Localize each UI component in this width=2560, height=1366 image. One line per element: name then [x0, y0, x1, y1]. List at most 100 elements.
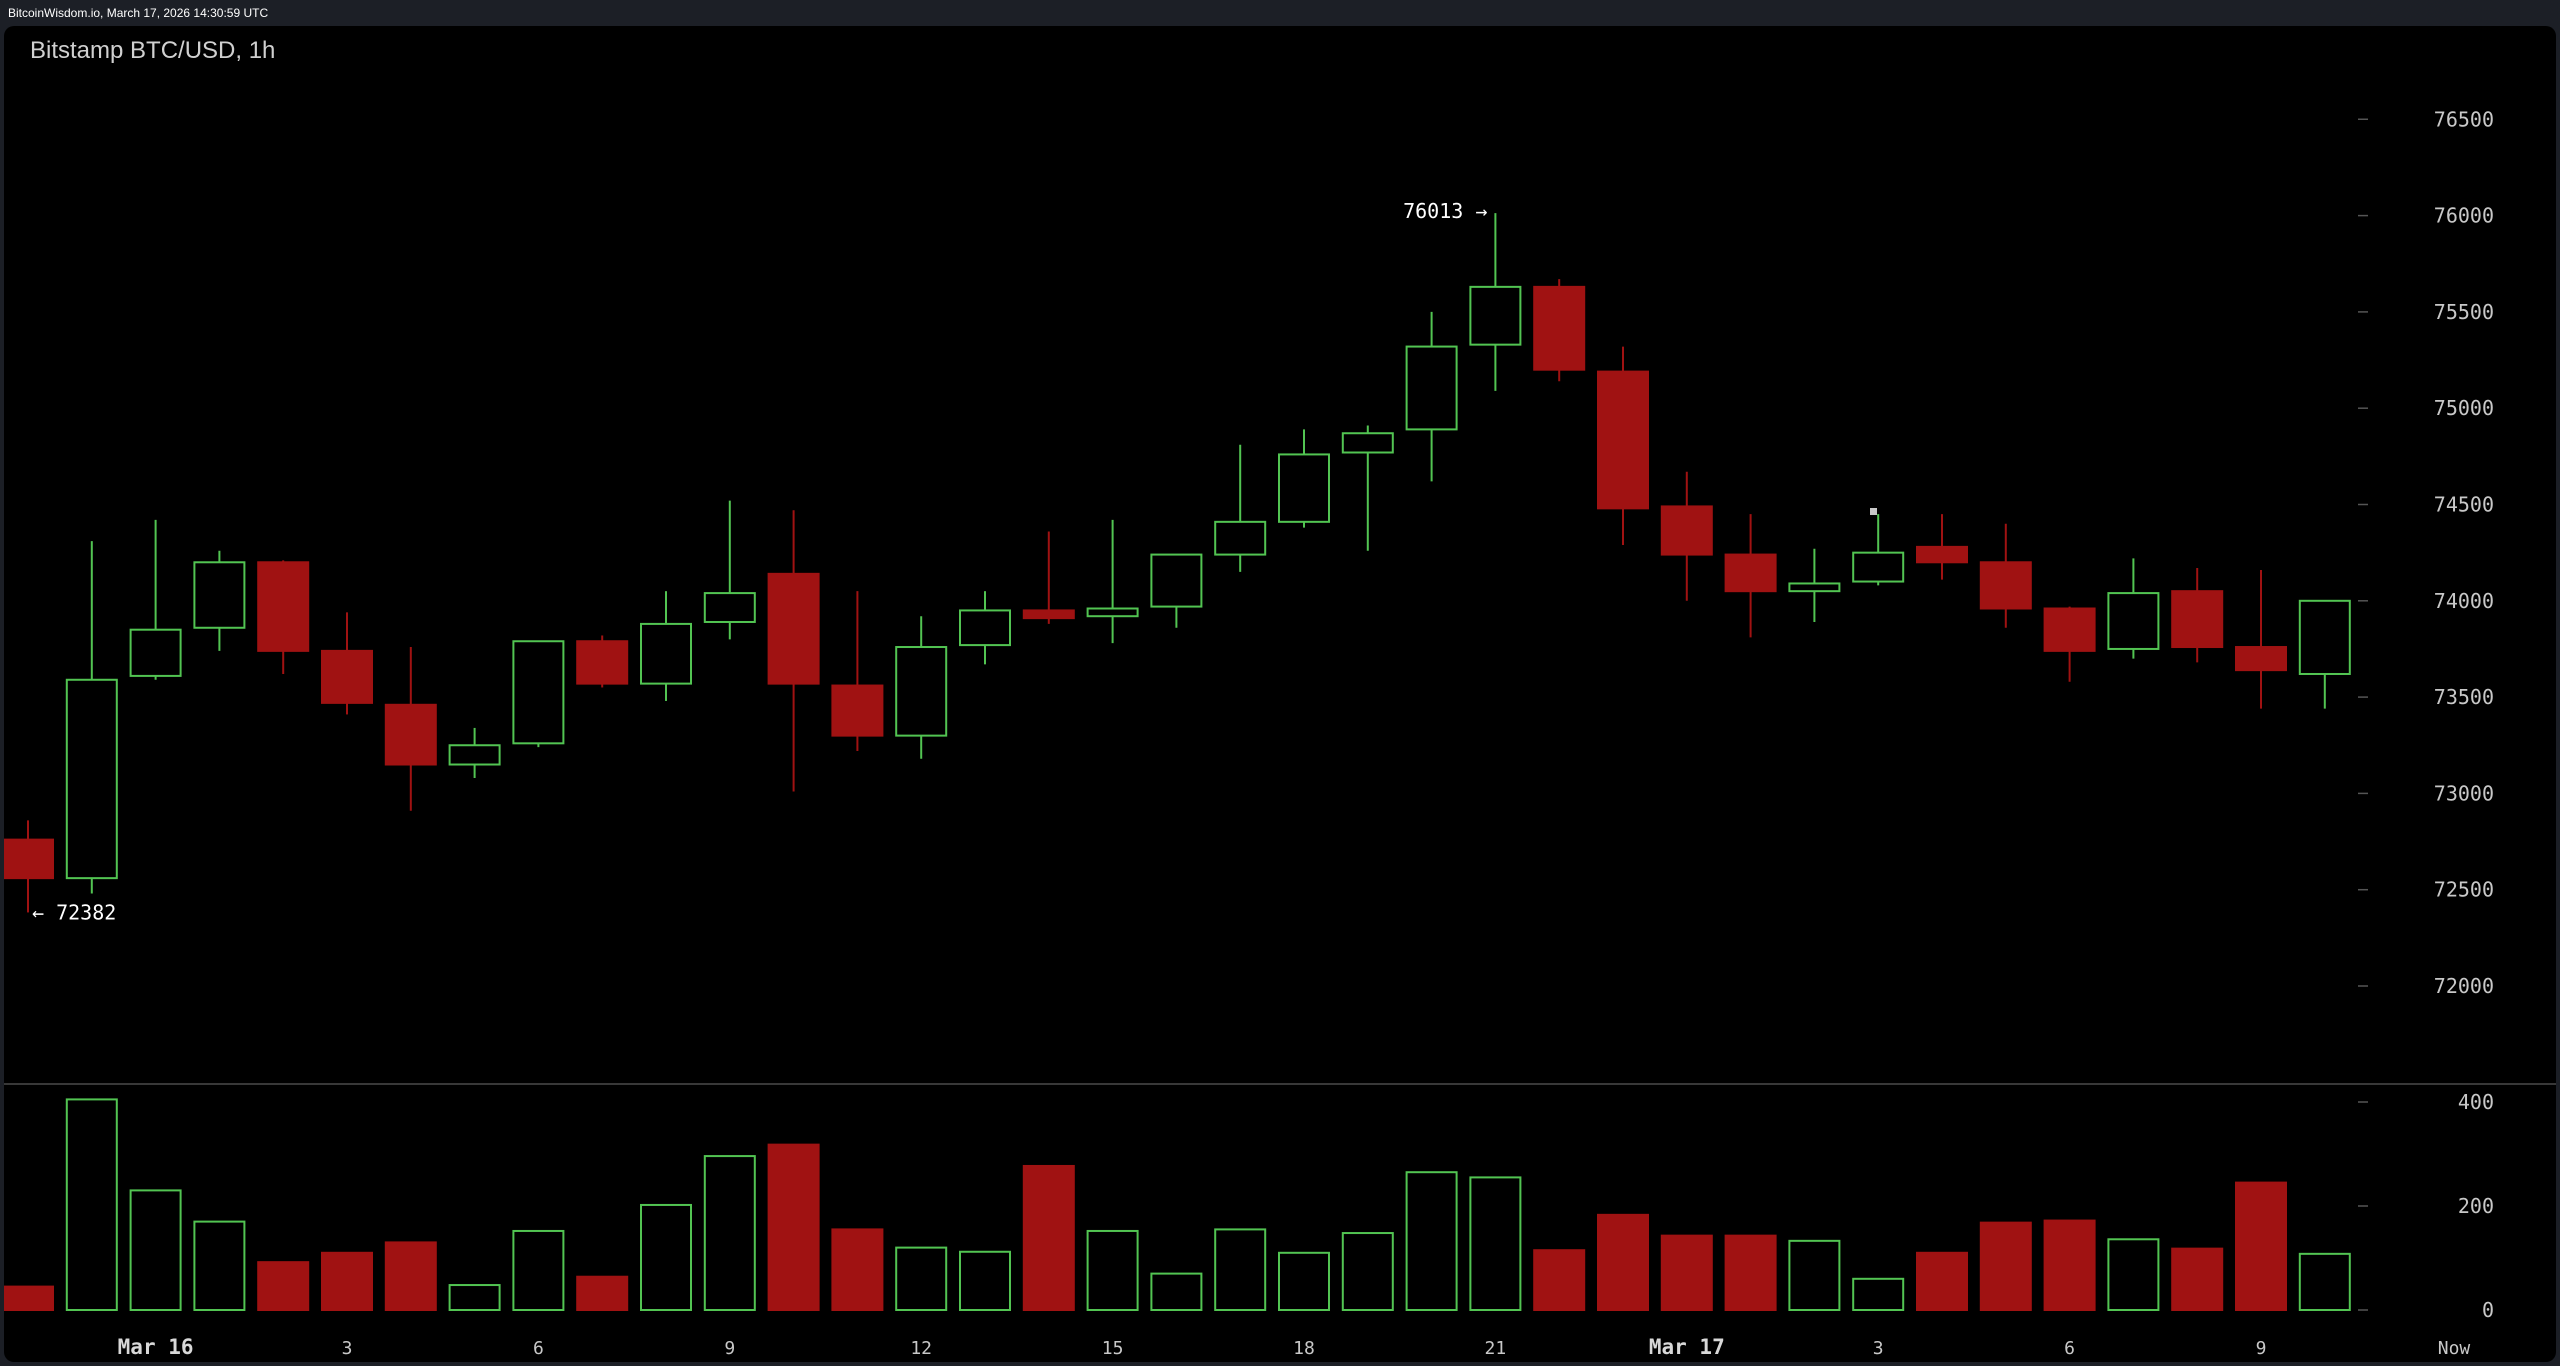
candle-down	[2171, 568, 2224, 663]
candle-up	[129, 519, 182, 680]
candle-up	[1214, 444, 1267, 572]
volume-bar-up	[1852, 1277, 1905, 1312]
time-axis-label: Mar 16	[118, 1335, 194, 1359]
volume-bar-down	[1533, 1249, 1586, 1311]
extreme-annotations: 76013 → ← 72382	[32, 199, 1487, 924]
volume-bar-down	[257, 1261, 310, 1312]
candle-body	[2107, 592, 2160, 650]
time-axis-label: 18	[1293, 1338, 1315, 1359]
volume-bar-down	[831, 1228, 884, 1312]
volume-bar-up	[193, 1220, 246, 1311]
time-axis-label: 9	[2256, 1338, 2267, 1359]
volume-bar-down	[321, 1251, 373, 1312]
time-axis-label: Mar 17	[1649, 1335, 1725, 1359]
volume-bar-up	[65, 1098, 118, 1312]
candle-up	[1150, 553, 1203, 628]
candle-body	[384, 703, 437, 766]
volume-bar-down	[576, 1275, 629, 1311]
candle-body	[831, 684, 884, 737]
volume-bar-up	[703, 1155, 756, 1311]
candle-body	[640, 622, 692, 685]
candle-body	[576, 640, 629, 685]
candle-down	[4, 820, 54, 913]
candle-up	[2107, 558, 2160, 659]
candle-body	[321, 649, 373, 704]
candle-body	[1597, 370, 1649, 510]
price-axis: 72000 72500 73000 73500 74000 74500 75000 75500…	[2358, 107, 2494, 998]
candle-body	[1660, 505, 1713, 556]
volume-bar-down	[1597, 1213, 1649, 1311]
time-axis-label: Now	[2438, 1338, 2471, 1359]
low-annotation: ← 72382	[32, 900, 116, 924]
candle-body	[1469, 285, 1522, 346]
volume-bar-up	[895, 1246, 948, 1311]
volume-bar-up	[1214, 1228, 1267, 1312]
candle-body	[1022, 609, 1075, 620]
time-axis-label: 3	[1873, 1338, 1884, 1359]
volume-axis: 0 200 400	[2358, 1090, 2494, 1322]
time-axis-label: 3	[342, 1338, 353, 1359]
volume-bar-up	[959, 1250, 1011, 1312]
volume-bar-up	[1469, 1176, 1522, 1312]
volume-axis-label: 200	[2458, 1194, 2494, 1218]
price-axis-label: 75500	[2434, 300, 2494, 324]
volume-bar-down	[1660, 1234, 1713, 1312]
candle-body	[65, 678, 118, 880]
candle-body	[448, 744, 501, 766]
price-axis-label: 72500	[2434, 878, 2494, 902]
candle-body	[2171, 590, 2224, 649]
volume-bar-down	[1979, 1221, 2032, 1312]
volume-bar-down	[1022, 1164, 1075, 1311]
time-axis: Mar 16 3 6 9 12 15 18 21 Mar 17 3 6 9 Now	[118, 1335, 2471, 1359]
candle-up	[512, 640, 565, 748]
candle-body	[1150, 553, 1203, 608]
candle-body	[4, 838, 54, 880]
volume-axis-label: 0	[2482, 1298, 2494, 1322]
candle-down	[2235, 569, 2287, 709]
candle-down	[1979, 523, 2032, 628]
volume-bar-up	[512, 1229, 565, 1311]
volume-bar-down	[2235, 1181, 2287, 1311]
price-axis-label: 72000	[2434, 974, 2494, 998]
candle-up	[2298, 599, 2351, 709]
candle-body	[1341, 432, 1394, 454]
volume-bar-up	[1278, 1251, 1330, 1312]
volume-bar-up	[448, 1284, 501, 1312]
candle-up	[448, 727, 501, 778]
time-axis-label: 6	[2064, 1338, 2075, 1359]
candle-body	[1278, 453, 1330, 523]
candle-body	[2298, 599, 2351, 675]
candle-down	[257, 560, 310, 674]
candlestick-chart[interactable]: 72000 72500 73000 73500 74000 74500 75000 75500…	[4, 26, 2556, 1362]
volume-bar-down	[767, 1143, 820, 1312]
volume-bar-down	[1916, 1251, 1968, 1312]
candle-down	[1533, 279, 1586, 382]
candle-down	[1660, 471, 1713, 601]
candle-down	[384, 647, 437, 811]
candle-down	[1022, 531, 1075, 624]
volume-bar-down	[1724, 1234, 1777, 1312]
candle-down	[1916, 514, 1968, 580]
volume-bar-up	[640, 1203, 692, 1311]
candle-body	[512, 640, 565, 745]
candle-body	[703, 592, 756, 623]
candle-down	[2043, 606, 2096, 682]
price-axis-label: 73500	[2434, 685, 2494, 709]
price-axis-label: 75000	[2434, 396, 2494, 420]
volume-bar-down	[2171, 1247, 2224, 1312]
candle-body	[1788, 582, 1841, 593]
candle-up	[703, 500, 756, 640]
candle-down	[576, 635, 629, 688]
candle-body	[193, 561, 246, 629]
header-text: BitcoinWisdom.io, March 17, 2026 14:30:5…	[8, 6, 269, 20]
candle-body	[895, 646, 948, 737]
volume-axis-label: 400	[2458, 1090, 2494, 1114]
time-axis-label: 9	[724, 1338, 735, 1359]
chart-title: Bitstamp BTC/USD, 1h	[30, 37, 276, 64]
price-marker	[1870, 508, 1877, 515]
candle-body	[959, 609, 1011, 647]
high-annotation: 76013 →	[1403, 199, 1487, 223]
volume-bar-up	[1150, 1272, 1203, 1311]
volume-bar-up	[1788, 1239, 1841, 1311]
candle-up	[1341, 425, 1394, 551]
